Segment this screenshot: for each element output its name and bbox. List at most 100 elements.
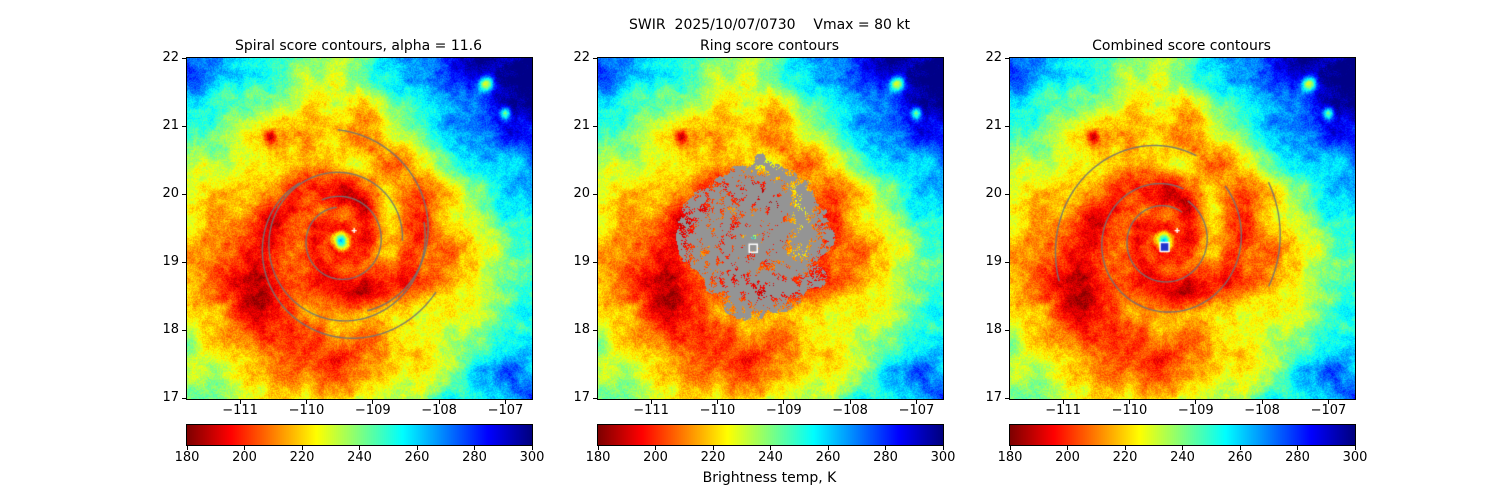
- x-tick-label: −109: [354, 403, 391, 418]
- y-tick-label: 22: [573, 50, 590, 65]
- x-tick-mark: [239, 400, 241, 404]
- colorbar-tick-mark: [244, 446, 245, 450]
- colorbar-tick-mark: [942, 446, 944, 450]
- colorbar-tick-label: 220: [289, 450, 315, 465]
- y-tick-mark: [1005, 261, 1009, 263]
- y-tick-mark: [1005, 397, 1009, 399]
- y-tick-label: 17: [162, 390, 179, 405]
- x-tick-mark: [1062, 400, 1064, 404]
- combined-plot-area: [1009, 57, 1356, 400]
- y-tick-mark: [1005, 329, 1009, 331]
- colorbar-tick-label: 220: [1112, 450, 1138, 465]
- combined-imagery-canvas: [1010, 58, 1355, 399]
- colorbar-tick-label: 200: [1055, 450, 1080, 465]
- colorbar-tick-mark: [531, 446, 533, 450]
- y-tick-label: 21: [985, 118, 1002, 133]
- colorbar-tick-mark: [712, 446, 714, 450]
- y-tick-mark: [1005, 193, 1009, 195]
- ring-panel-title: Ring score contours: [699, 38, 839, 54]
- x-tick-label: −111: [222, 403, 258, 418]
- colorbar-tick-mark: [359, 446, 360, 450]
- x-tick-label: −108: [1244, 403, 1280, 418]
- colorbar-tick-label: 300: [1342, 450, 1368, 465]
- colorbar-tick-mark: [1239, 446, 1241, 450]
- y-tick-label: 19: [985, 254, 1002, 269]
- figure-suptitle: SWIR 2025/10/07/0730 Vmax = 80 kt: [629, 17, 910, 33]
- y-tick-label: 19: [573, 254, 590, 269]
- x-tick-mark: [372, 400, 374, 404]
- y-tick-label: 20: [162, 186, 179, 201]
- panel-combined-score: Combined score contours −111 −110 −109 −108…: [985, 0, 1367, 500]
- x-tick-mark: [650, 400, 652, 404]
- colorbar-tick-label: 300: [519, 450, 545, 465]
- colorbar-tick-label: 240: [758, 450, 783, 465]
- combined-colorbar-canvas: [1010, 425, 1355, 445]
- y-tick-mark: [182, 125, 186, 127]
- colorbar-tick-label: 220: [700, 450, 726, 465]
- x-tick-mark: [1195, 400, 1197, 404]
- colorbar-tick-label: 240: [347, 450, 372, 465]
- spiral-imagery-canvas: [187, 58, 532, 399]
- y-tick-mark: [182, 57, 186, 59]
- x-tick-mark: [849, 400, 851, 404]
- y-tick-mark: [593, 57, 597, 59]
- y-tick-label: 21: [162, 118, 179, 133]
- colorbar-tick-mark: [1009, 446, 1011, 450]
- ring-colorbar: [597, 424, 944, 446]
- combined-panel-title: Combined score contours: [1092, 38, 1271, 54]
- y-tick-mark: [1005, 57, 1009, 59]
- colorbar-tick-mark: [1182, 446, 1183, 450]
- colorbar-tick-label: 280: [873, 450, 898, 465]
- x-tick-label: −107: [898, 403, 935, 418]
- colorbar-tick-mark: [827, 446, 829, 450]
- spiral-plot-area: [186, 57, 533, 400]
- colorbar-tick-mark: [1354, 446, 1356, 450]
- combined-colorbar: [1009, 424, 1356, 446]
- x-tick-mark: [1128, 400, 1130, 404]
- x-tick-label: −110: [288, 403, 325, 418]
- colorbar-tick-label: 240: [1170, 450, 1195, 465]
- panel-ring-score: SWIR 2025/10/07/0730 Vmax = 80 kt Ring s…: [573, 0, 955, 500]
- colorbar-tick-label: 200: [232, 450, 257, 465]
- y-tick-label: 19: [162, 254, 179, 269]
- y-tick-mark: [182, 329, 186, 331]
- y-tick-mark: [593, 193, 597, 195]
- x-tick-label: −107: [487, 403, 524, 418]
- y-tick-mark: [593, 397, 597, 399]
- panel-spiral-score: Spiral score contours, alpha = 11.6 −111…: [162, 0, 544, 500]
- colorbar-tick-mark: [597, 446, 599, 450]
- colorbar-tick-mark: [770, 446, 771, 450]
- colorbar-tick-label: 300: [930, 450, 956, 465]
- x-tick-label: −109: [765, 403, 802, 418]
- colorbar-tick-mark: [1067, 446, 1068, 450]
- spiral-colorbar-canvas: [187, 425, 532, 445]
- x-tick-mark: [504, 400, 506, 404]
- colorbar-tick-label: 200: [643, 450, 668, 465]
- colorbar-tick-mark: [885, 446, 886, 450]
- x-tick-mark: [716, 400, 718, 404]
- y-tick-mark: [182, 261, 186, 263]
- colorbar-tick-mark: [655, 446, 656, 450]
- colorbar-tick-label: 180: [585, 450, 611, 465]
- x-tick-label: −110: [699, 403, 736, 418]
- colorbar-tick-label: 280: [462, 450, 487, 465]
- x-tick-label: −110: [1111, 403, 1148, 418]
- y-tick-label: 18: [162, 322, 179, 337]
- y-tick-mark: [593, 261, 597, 263]
- y-tick-label: 21: [573, 118, 590, 133]
- y-tick-label: 18: [573, 322, 590, 337]
- x-tick-label: −111: [1045, 403, 1081, 418]
- colorbar-tick-mark: [416, 446, 418, 450]
- spiral-panel-title: Spiral score contours, alpha = 11.6: [234, 38, 483, 54]
- x-tick-label: −108: [832, 403, 868, 418]
- y-tick-mark: [1005, 125, 1009, 127]
- colorbar-tick-mark: [1297, 446, 1298, 450]
- x-tick-label: −111: [633, 403, 669, 418]
- colorbar-axis-label: Brightness temp, K: [702, 470, 837, 486]
- y-tick-label: 22: [985, 50, 1002, 65]
- x-tick-label: −109: [1177, 403, 1214, 418]
- colorbar-tick-mark: [301, 446, 303, 450]
- colorbar-tick-label: 180: [997, 450, 1023, 465]
- x-tick-mark: [438, 400, 440, 404]
